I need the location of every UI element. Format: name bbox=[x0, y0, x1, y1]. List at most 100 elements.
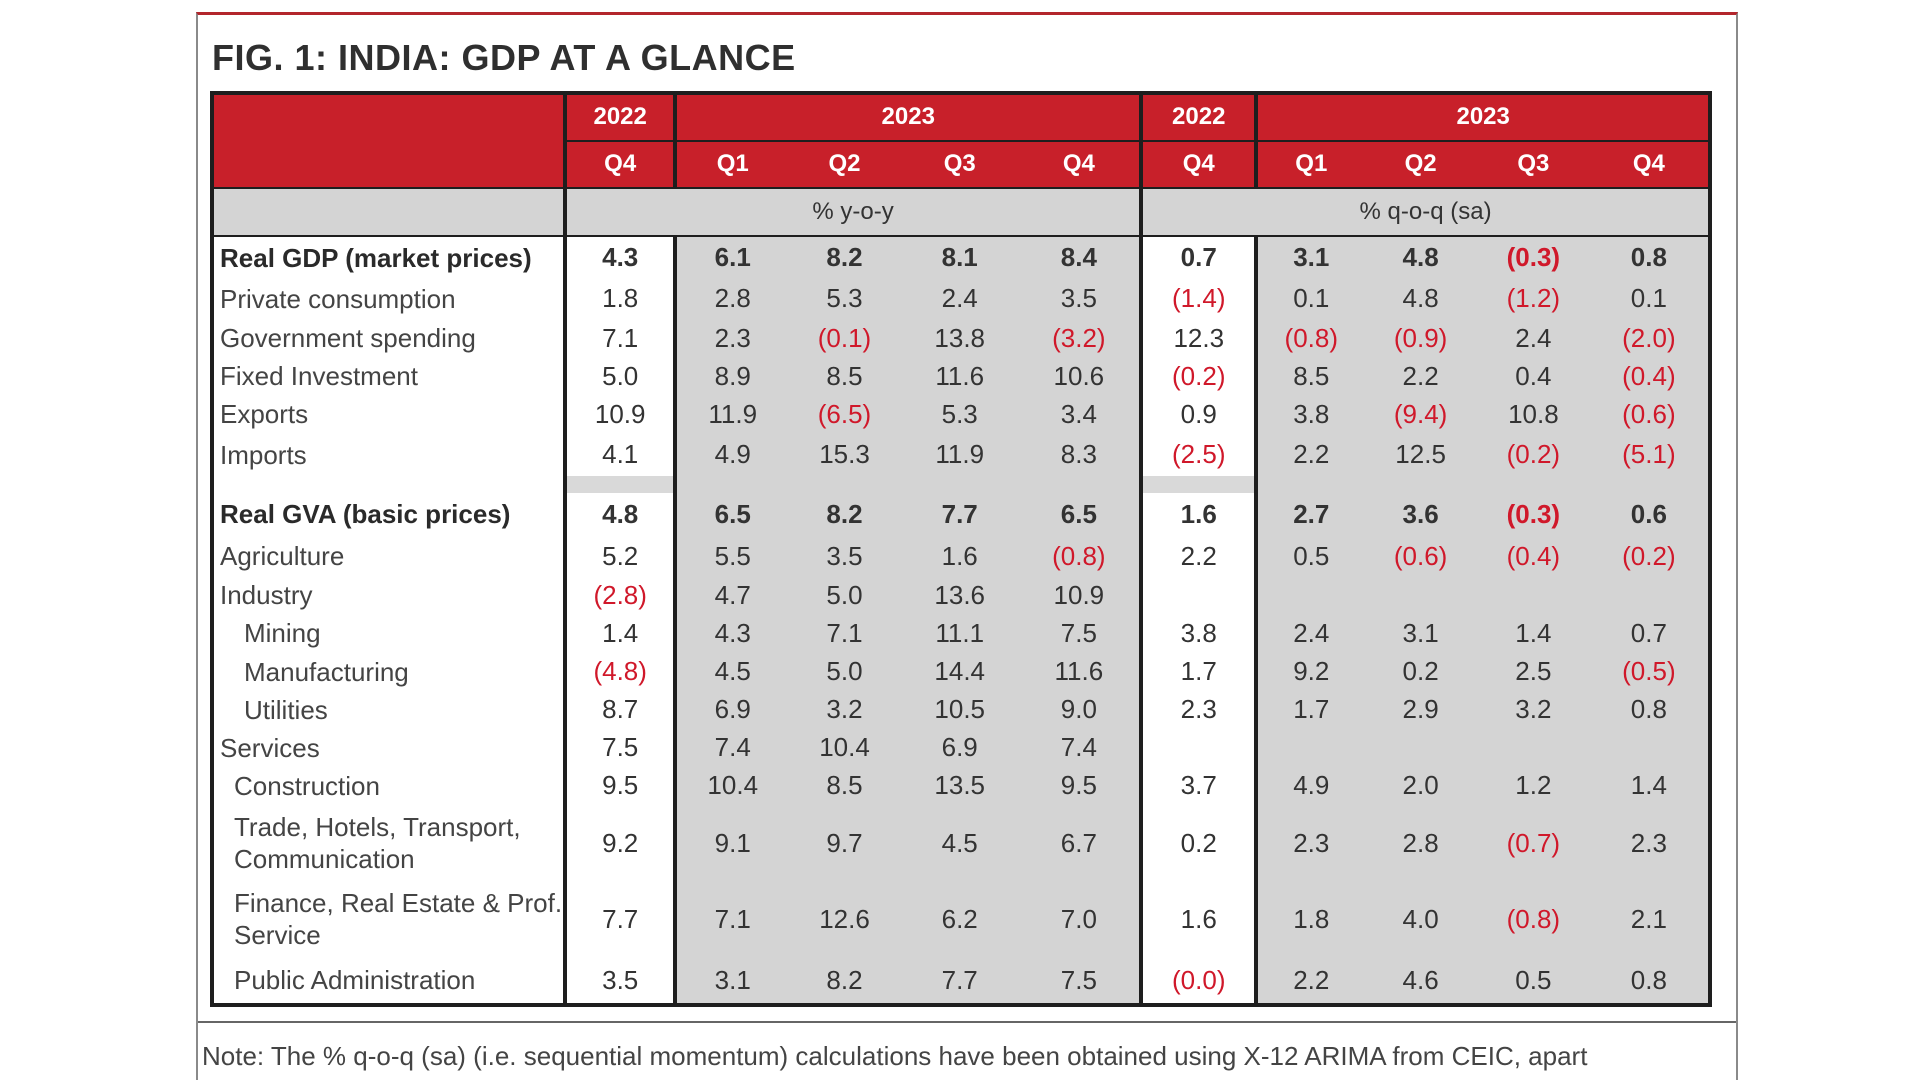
table-cell: 1.4 bbox=[1476, 614, 1590, 653]
table-cell: 2.9 bbox=[1364, 690, 1477, 729]
table-cell: (0.8) bbox=[1254, 319, 1365, 358]
table-cell bbox=[1254, 576, 1365, 615]
row-label: Utilities bbox=[212, 690, 566, 729]
figure-frame: FIG. 1: INDIA: GDP AT A GLANCE 2022 2023… bbox=[196, 12, 1738, 1080]
row-label: Construction bbox=[212, 766, 566, 805]
table-row: Trade, Hotels, Transport, Communication 9… bbox=[212, 804, 1710, 882]
table-row: Imports 4.1 4.9 15.3 11.9 8.3 (2.5) 2.2 12.5 (0.2… bbox=[212, 433, 1710, 477]
table-cell: 2.3 bbox=[1589, 804, 1710, 882]
table-cell: (2.0) bbox=[1589, 319, 1710, 358]
quarter-header: Q1 bbox=[673, 140, 789, 190]
table-cell: (4.8) bbox=[563, 652, 676, 691]
row-label: Public Administration bbox=[212, 957, 566, 1005]
table-cell: 4.5 bbox=[900, 804, 1019, 882]
table-cell: (0.8) bbox=[1018, 535, 1142, 577]
table-cell: 2.3 bbox=[1254, 804, 1365, 882]
table-cell: 3.4 bbox=[1018, 395, 1142, 434]
table-cell: 5.3 bbox=[900, 395, 1019, 434]
table-cell: 5.5 bbox=[673, 535, 789, 577]
table-cell: (0.3) bbox=[1476, 235, 1590, 279]
table-cell: 6.5 bbox=[673, 493, 789, 536]
table-cell: 7.4 bbox=[673, 728, 789, 767]
table-cell: 3.6 bbox=[1364, 493, 1477, 536]
table-cell: 3.1 bbox=[673, 957, 789, 1005]
table-cell: 7.1 bbox=[563, 319, 676, 358]
footnote: Note: The % q-o-q (sa) (i.e. sequential … bbox=[202, 1041, 1588, 1071]
table-cell: 8.2 bbox=[788, 235, 901, 279]
table-cell: 9.1 bbox=[673, 804, 789, 882]
table-cell: 4.5 bbox=[673, 652, 789, 691]
table-cell: 7.5 bbox=[563, 728, 676, 767]
table-cell: (0.2) bbox=[1139, 357, 1257, 396]
table-row: Private consumption 1.8 2.8 5.3 2.4 3.5 (1.4) 0… bbox=[212, 278, 1710, 320]
table-cell: 3.5 bbox=[788, 535, 901, 577]
year-header-2022-yoy: 2022 bbox=[563, 93, 676, 142]
table-cell: 2.2 bbox=[1254, 957, 1365, 1005]
table-cell: 8.1 bbox=[900, 235, 1019, 279]
table-cell: 8.3 bbox=[1018, 433, 1142, 477]
table-cell: 7.5 bbox=[1018, 614, 1142, 653]
table-cell: 10.9 bbox=[563, 395, 676, 434]
year-header-2023-yoy: 2023 bbox=[673, 93, 1142, 142]
table-cell: 1.7 bbox=[1139, 652, 1257, 691]
table-cell: 0.6 bbox=[1589, 493, 1710, 536]
table-cell: 7.0 bbox=[1018, 881, 1142, 958]
quarter-header: Q4 bbox=[1139, 140, 1257, 190]
table-cell: 9.0 bbox=[1018, 690, 1142, 729]
table-cell: 4.8 bbox=[563, 493, 676, 536]
table-cell: 3.1 bbox=[1364, 614, 1477, 653]
row-label: Agriculture bbox=[212, 535, 566, 577]
table-cell: 3.1 bbox=[1254, 235, 1365, 279]
table-cell: 10.9 bbox=[1018, 576, 1142, 615]
table-cell: 9.5 bbox=[563, 766, 676, 805]
table-cell: 0.4 bbox=[1476, 357, 1590, 396]
table-cell: 2.1 bbox=[1589, 881, 1710, 958]
table-cell: 0.7 bbox=[1589, 614, 1710, 653]
table-cell: (1.2) bbox=[1476, 278, 1590, 320]
table-row: Real GDP (market prices) 4.3 6.1 8.2 8.1 8.4 0… bbox=[212, 235, 1710, 279]
header-corner bbox=[212, 93, 566, 190]
table-row: Industry (2.8) 4.7 5.0 13.6 10.9 bbox=[212, 576, 1710, 615]
table-cell: 4.1 bbox=[563, 433, 676, 477]
table-cell bbox=[1364, 576, 1477, 615]
table-cell: 9.7 bbox=[788, 804, 901, 882]
table-cell: 2.5 bbox=[1476, 652, 1590, 691]
row-label: Imports bbox=[212, 433, 566, 477]
table-cell: 6.9 bbox=[673, 690, 789, 729]
table-cell bbox=[1476, 728, 1590, 767]
units-blank bbox=[212, 188, 566, 237]
table-cell: (0.6) bbox=[1364, 535, 1477, 577]
row-label: Private consumption bbox=[212, 278, 566, 320]
table-cell: 4.3 bbox=[563, 235, 676, 279]
table-cell bbox=[1476, 576, 1590, 615]
table-cell: 0.1 bbox=[1254, 278, 1365, 320]
table-cell: 4.9 bbox=[1254, 766, 1365, 805]
quarter-header: Q1 bbox=[1254, 140, 1365, 190]
table-cell: 12.6 bbox=[788, 881, 901, 958]
table-cell: 2.4 bbox=[1254, 614, 1365, 653]
table-cell: (6.5) bbox=[788, 395, 901, 434]
row-label: Mining bbox=[212, 614, 566, 653]
table-cell: 5.0 bbox=[788, 576, 901, 615]
table-cell: 2.3 bbox=[673, 319, 789, 358]
table-cell: 10.4 bbox=[673, 766, 789, 805]
table-cell: 7.1 bbox=[788, 614, 901, 653]
table-cell: 1.8 bbox=[1254, 881, 1365, 958]
table-cell: (0.4) bbox=[1476, 535, 1590, 577]
table-cell: 2.2 bbox=[1254, 433, 1365, 477]
bottom-rule bbox=[198, 1021, 1736, 1023]
table-cell: 7.4 bbox=[1018, 728, 1142, 767]
row-label: Services bbox=[212, 728, 566, 767]
table-cell: 5.2 bbox=[563, 535, 676, 577]
table-cell: 0.7 bbox=[1139, 235, 1257, 279]
table-cell: 10.6 bbox=[1018, 357, 1142, 396]
table-cell: 8.5 bbox=[788, 766, 901, 805]
table-cell: 4.8 bbox=[1364, 278, 1477, 320]
table-cell: 8.5 bbox=[788, 357, 901, 396]
table-cell: 4.7 bbox=[673, 576, 789, 615]
table-cell: 7.1 bbox=[673, 881, 789, 958]
row-label: Manufacturing bbox=[212, 652, 566, 691]
table-section-gva: Real GVA (basic prices) 4.8 6.5 8.2 7.7 6.5 1.… bbox=[212, 493, 1710, 1005]
table-cell: 12.3 bbox=[1139, 319, 1257, 358]
table-cell: 8.9 bbox=[673, 357, 789, 396]
